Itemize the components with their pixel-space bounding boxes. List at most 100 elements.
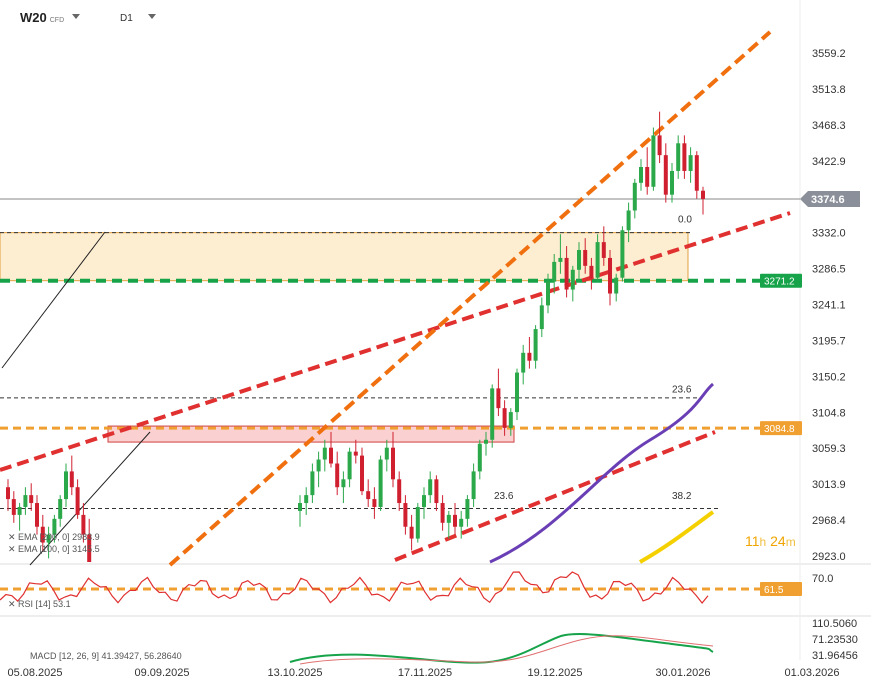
candle (415, 503, 420, 543)
candle (577, 242, 581, 282)
rsi-legend: ✕ RSI [14] 53.1 (8, 599, 71, 609)
candle (40, 514, 45, 551)
candle (347, 447, 352, 488)
candle (360, 447, 364, 496)
candle (608, 250, 612, 306)
symbol-name: W20 (20, 10, 47, 25)
candle (422, 487, 426, 519)
ema100-legend: ✕ EMA [100, 0] 3145.5 (8, 544, 100, 554)
candle (87, 518, 92, 562)
y-tick-label: 3422.9 (812, 156, 846, 168)
y-tick-label: 3559.2 (812, 48, 846, 60)
trend-line-thin (1, 231, 106, 369)
candle (304, 487, 309, 515)
candle (502, 400, 507, 436)
candle (651, 127, 656, 191)
candle (663, 143, 668, 203)
ema200-legend: ✕ EMA [200, 0] 2983.9 (8, 532, 100, 542)
price-tag-label: 3271.2 (764, 277, 795, 288)
price-tag (760, 421, 802, 436)
candle (626, 202, 631, 243)
candle (694, 151, 699, 199)
candle (508, 408, 513, 436)
candle (46, 526, 51, 559)
candle (657, 111, 662, 164)
candle (58, 495, 63, 527)
candle (52, 514, 57, 543)
candle (515, 368, 519, 421)
candle (558, 234, 563, 274)
rsi-line (0, 571, 709, 604)
timeframe-label[interactable]: D1 (120, 13, 133, 24)
price-tag (760, 582, 802, 596)
candle (521, 344, 526, 385)
x-tick-label: 09.09.2025 (134, 667, 189, 679)
macd-line (289, 632, 714, 664)
candle-timer: 11h 24m (745, 533, 796, 549)
candle (11, 491, 16, 523)
candle (29, 483, 34, 511)
fib-label: 38.2 (672, 491, 692, 502)
candle (310, 463, 315, 504)
y-tick-label: 3332.0 (812, 228, 846, 240)
macd-legend: MACD [12, 26, 9] 41.39427, 56.28640 (30, 651, 182, 661)
candle (496, 368, 501, 417)
candle (533, 325, 538, 369)
candle (682, 135, 687, 179)
y-tick-label: 3241.1 (812, 300, 846, 312)
candle (670, 163, 674, 203)
candle (353, 439, 358, 464)
candle (384, 439, 389, 472)
candle (459, 510, 464, 539)
fib-label: 23.6 (494, 491, 514, 502)
channel-line-red-lower (394, 430, 716, 562)
candle (428, 471, 433, 504)
rsi-tick-label: 70.0 (812, 573, 833, 585)
symbol-chevron-down-icon[interactable] (72, 14, 80, 19)
candle (645, 147, 650, 195)
candle (570, 265, 575, 302)
y-tick-label: 3513.8 (812, 84, 846, 96)
y-tick-label: 3013.9 (812, 479, 846, 491)
x-tick-label: 05.08.2025 (7, 667, 62, 679)
candle (64, 463, 68, 507)
price-tag (760, 273, 802, 288)
x-tick-label: 17.11.2025 (398, 667, 452, 679)
candle (564, 246, 569, 298)
candle (6, 479, 10, 511)
macd-tick-label: 71.23530 (812, 634, 858, 646)
price-tag-label: 61.5 (764, 585, 784, 596)
fib-label: 23.6 (672, 384, 692, 395)
candle (23, 487, 28, 515)
price-tag-label: 3084.8 (764, 424, 795, 435)
y-tick-label: 3286.5 (812, 264, 846, 276)
symbol-label[interactable]: W20 CFD (20, 10, 64, 25)
timeframe-chevron-down-icon[interactable] (148, 14, 156, 19)
symbol-suffix: CFD (49, 17, 65, 24)
y-tick-label: 3195.7 (812, 335, 846, 347)
x-tick-label: 01.03.2026 (784, 667, 839, 679)
x-tick-label: 13.10.2025 (267, 667, 322, 679)
candle (81, 503, 86, 543)
y-tick-label: 3468.3 (812, 120, 846, 132)
channel-line-red-upper (0, 211, 791, 472)
candle (632, 178, 637, 219)
macd-tick-label: 31.96456 (812, 650, 858, 662)
macd-signal-line (299, 635, 714, 665)
y-tick-label: 2968.4 (812, 515, 846, 527)
candle (335, 451, 340, 496)
candle (688, 147, 693, 183)
candle (434, 475, 439, 511)
last-price-label: 3374.6 (811, 194, 845, 206)
candle (595, 234, 600, 282)
fib-label: 0.0 (678, 214, 692, 225)
candle (75, 479, 80, 519)
candle (341, 471, 346, 504)
candle (322, 439, 327, 472)
macd-tick-label: 110.5060 (812, 618, 857, 630)
channel-line-orange (168, 30, 772, 567)
candle (539, 297, 544, 337)
candle (403, 495, 408, 535)
candle (701, 186, 705, 215)
